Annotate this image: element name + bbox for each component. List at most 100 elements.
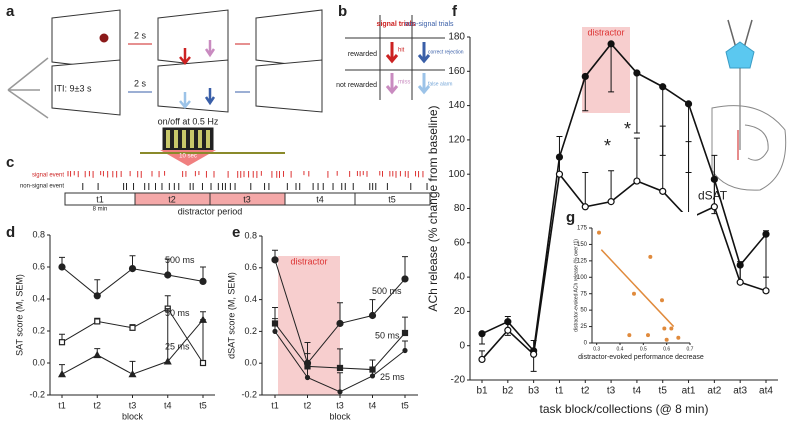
panel-letter: e [232,224,240,241]
x-tick-label: t4 [633,386,642,397]
event-label: signal event [32,173,64,179]
x-tick-label: 0.6 [663,346,670,352]
series-line [481,42,767,353]
marker [581,203,589,211]
marker [164,271,172,279]
marker [659,187,667,195]
y-tick-label: -0.2 [29,389,45,399]
panel-letter: f [452,3,458,20]
marker [336,364,344,372]
y-tick-label: 0.4 [244,294,257,304]
duration-label: 10 sec [179,154,197,160]
series-label: 25 ms [165,341,190,351]
row-header: rewarded [348,51,377,58]
y-tick-label: 0.6 [244,262,257,272]
marker [94,318,101,325]
x-tick-label: b1 [476,386,488,397]
event-label: non-signal event [20,184,64,190]
marker [369,373,376,379]
x-tick-label: 0.7 [687,346,694,352]
x-tick-label: at3 [733,386,747,397]
marker [129,324,136,331]
point [648,254,653,259]
series-label: 50 ms [165,308,190,318]
fit-line [600,249,675,328]
point [627,333,632,338]
annotation: * [604,136,611,156]
marker [198,315,208,323]
marker [659,83,667,91]
point [597,230,601,235]
marker [402,347,408,354]
error-bar [556,135,563,175]
point [660,298,664,303]
error-bar [164,308,171,362]
marker [128,369,137,378]
cell: miss [398,80,410,86]
error-bar [369,359,376,376]
point [632,291,636,296]
marker [478,330,486,338]
y-tick-label: 0.2 [32,325,45,335]
y-tick-label: 125 [577,258,588,264]
marker [684,100,693,108]
x-tick-label: t5 [401,400,409,410]
x-tick-label: t5 [199,400,207,410]
column-header: signal trials [377,21,416,28]
x-tick-label: t3 [336,400,344,410]
x-tick-label: t3 [607,386,616,397]
y-tick-label: 0.2 [244,326,257,336]
marker [555,170,564,178]
shade [278,256,340,395]
panel-letter: g [566,209,575,226]
y-tick-label: 100 [448,169,465,180]
point [664,337,669,342]
shade [582,27,630,113]
marker [272,328,278,334]
y-tick-label: 175 [577,226,588,232]
x-tick-label: t2 [304,400,312,410]
y-tick-label: 0 [584,341,588,347]
x-axis-label: block [329,411,351,421]
marker [199,277,207,285]
y-tick-label: 0.8 [32,229,45,239]
y-tick-label: 0.4 [32,293,45,303]
y-tick-label: 180 [448,32,465,43]
y-axis-label: ACh release (% change from baseline) [426,105,440,311]
x-axis-label: task block/collections (@ 8 min) [540,402,709,416]
marker [530,350,538,358]
point [646,333,650,338]
x-tick-label: t3 [129,400,137,410]
series-label: dSAT [698,189,728,203]
series-label: 500 ms [165,255,195,265]
y-tick-label: 120 [448,135,465,146]
distractor-period: distractor period [178,206,243,216]
y-tick-label: 0.0 [32,357,45,367]
marker [199,359,207,367]
y-tick-label: 0.0 [244,358,257,368]
x-tick-label: at2 [707,386,721,397]
x-tick-label: 0.5 [640,346,647,352]
error-bar [711,154,718,207]
series-label: 50 ms [375,331,400,341]
y-tick-label: 40 [454,272,466,283]
x-tick-label: b2 [502,386,514,397]
x-tick-label: b3 [528,386,540,397]
marker [271,256,279,264]
marker [93,292,101,300]
error-bar [685,141,692,219]
delay-label: 2 s [134,30,147,40]
row-header: not rewarded [336,82,377,89]
marker [736,278,744,286]
x-tick-label: t4 [369,400,377,410]
y-axis-label: distractor-evoked ACh release (% over t1… [573,239,579,332]
y-axis-label: SAT score (M, SEM) [14,274,24,356]
x-tick-label: 0.3 [593,346,600,352]
iti-label: ITI: 9±3 s [54,83,92,93]
error-bar [582,171,589,207]
block-label: t4 [316,194,324,204]
x-tick-label: t5 [659,386,668,397]
marker [336,319,344,328]
panel-letter: c [6,154,14,171]
